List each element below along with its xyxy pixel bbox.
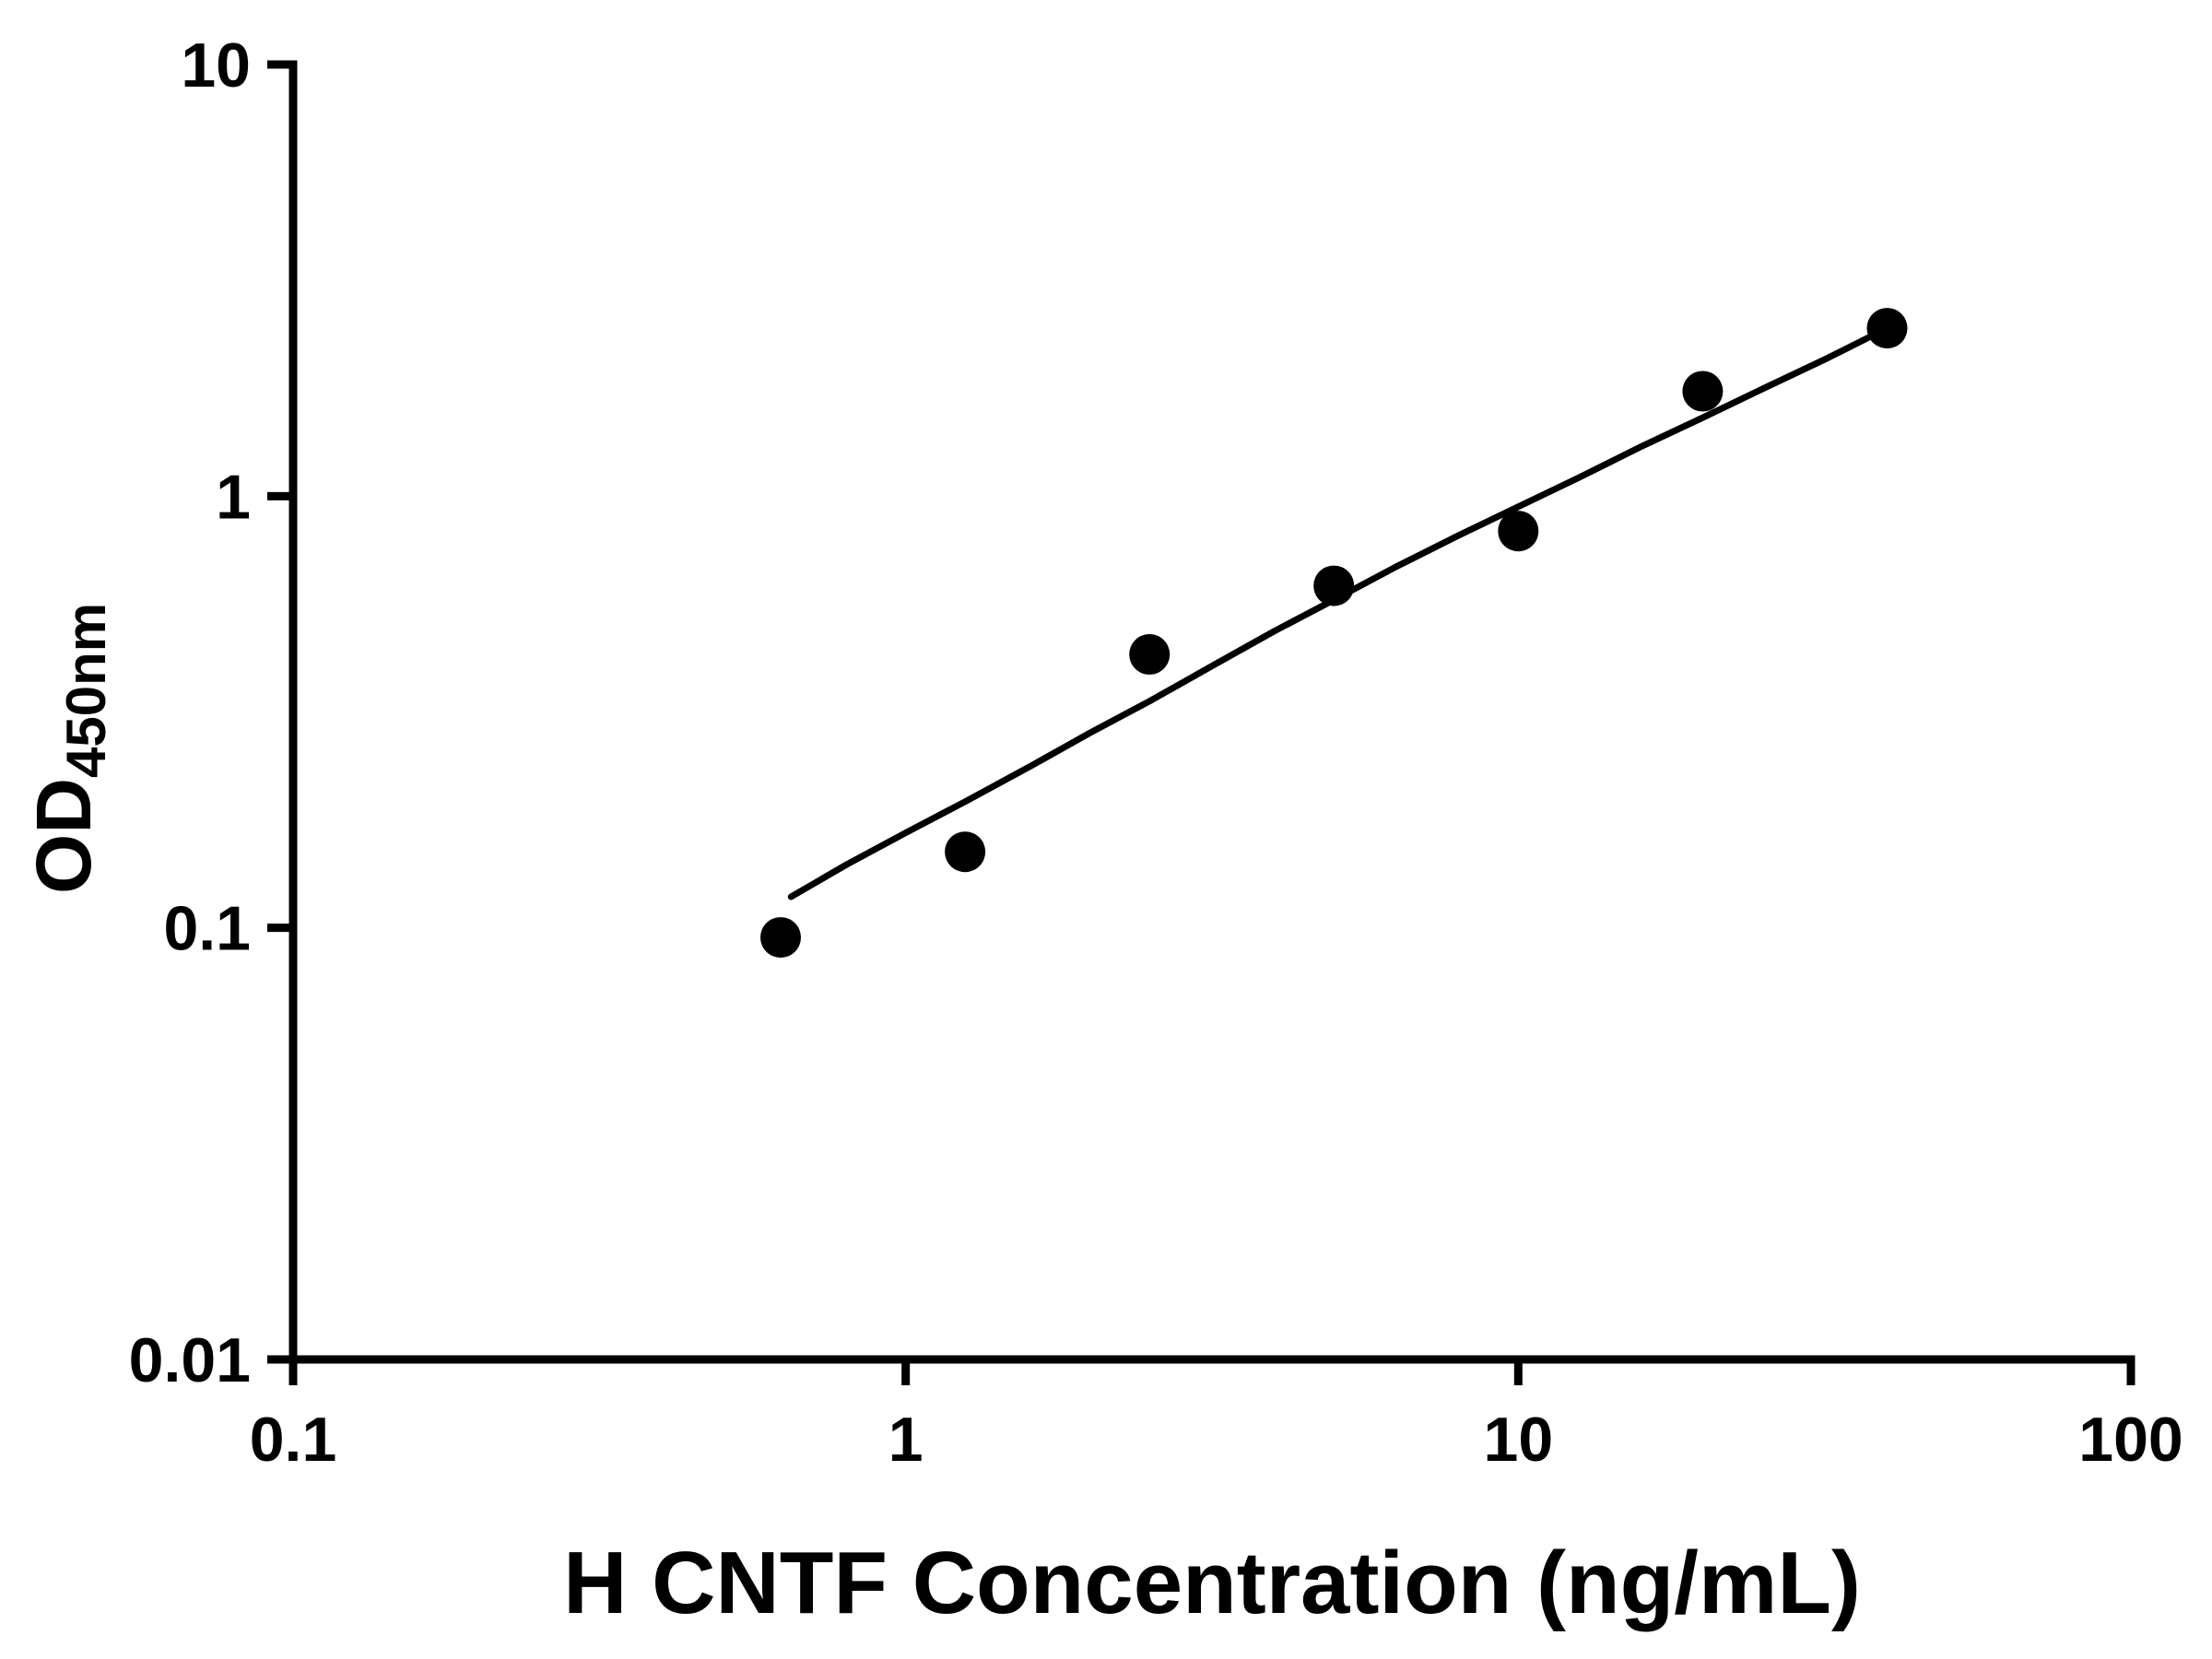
data-point: [945, 831, 986, 873]
axes: [288, 60, 2136, 1364]
y-tick-label: 1: [216, 462, 251, 532]
data-point: [760, 917, 801, 959]
x-axis-ticks: 0.1 1 10 100: [250, 1359, 2183, 1475]
fit-curve-line: [787, 324, 1890, 900]
y-axis-ticks: 0.01 0.1 1 10: [129, 30, 293, 1395]
data-point: [1313, 565, 1355, 606]
x-tick-label: 10: [1484, 1405, 1554, 1475]
x-tick-label: 0.1: [250, 1405, 337, 1475]
data-points: [760, 308, 1908, 959]
data-point: [1498, 511, 1539, 552]
y-axis-title: OD450nm: [20, 603, 117, 894]
data-point: [1682, 371, 1724, 412]
axis-lines: [288, 60, 2136, 1364]
y-tick-label: 10: [181, 30, 251, 100]
y-axis-title-subscript: 450nm: [55, 603, 117, 778]
y-tick-label: 0.01: [129, 1325, 251, 1395]
data-point: [1866, 308, 1908, 349]
x-tick-label: 100: [2078, 1405, 2183, 1475]
x-axis-title: H CNTF Concentration (ng/mL): [563, 1534, 1861, 1632]
data-point: [1129, 634, 1171, 675]
y-axis-title-main: OD: [20, 778, 107, 894]
y-tick-label: 0.1: [163, 894, 251, 964]
x-tick-label: 1: [888, 1405, 924, 1475]
